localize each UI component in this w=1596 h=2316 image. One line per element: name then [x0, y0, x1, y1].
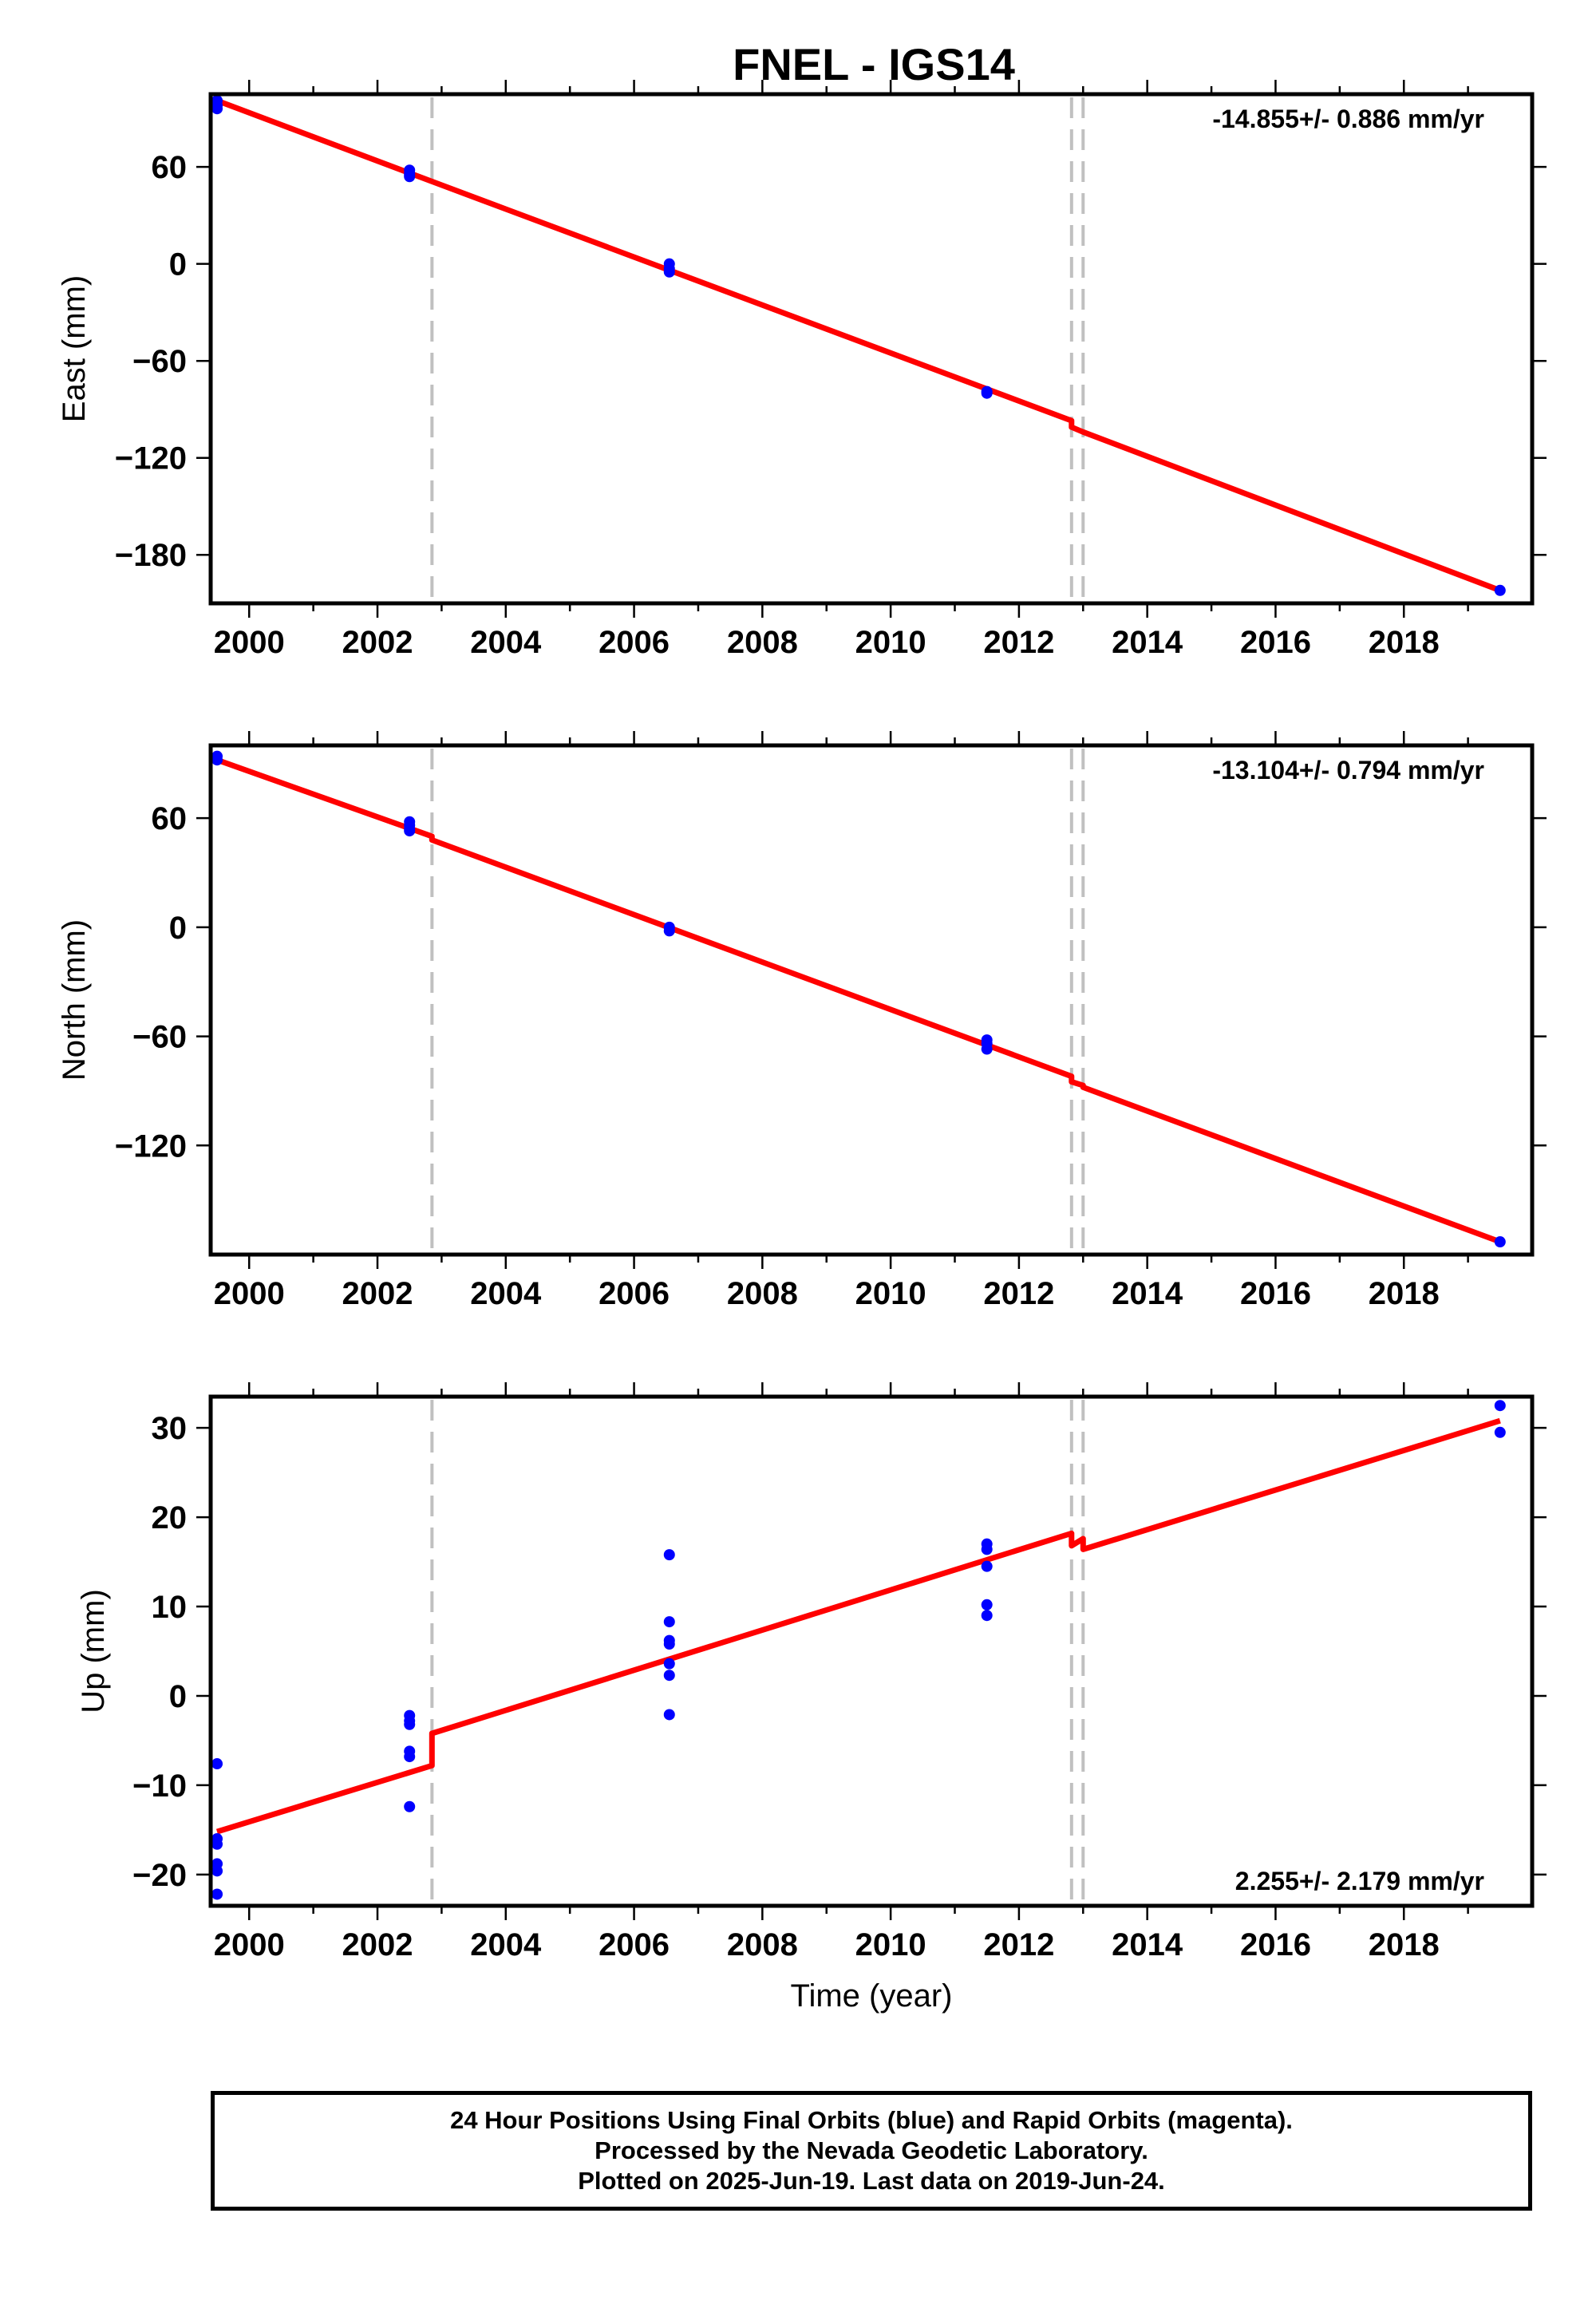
- up-data-point: [663, 1638, 675, 1650]
- x-tick-label: 2018: [1369, 1927, 1440, 1962]
- x-tick-label: 2006: [598, 1276, 670, 1311]
- north-rate-label: -13.104+/- 0.794 mm/yr: [1212, 756, 1484, 785]
- up-data-point: [663, 1616, 675, 1628]
- east-data-point: [404, 171, 416, 183]
- east-panel: 2000 2002 2004 2006 2008 2010 2012 2014 2016 2018…: [57, 80, 1547, 660]
- x-tick-label: 2004: [470, 625, 542, 660]
- x-tick-label: 2000: [214, 1276, 285, 1311]
- up-data-point: [404, 1800, 416, 1812]
- x-axis-title: Time (year): [791, 1978, 953, 2014]
- up-data-point: [663, 1549, 675, 1561]
- up-data-point: [663, 1670, 675, 1682]
- x-tick-label: 2002: [342, 1276, 413, 1311]
- y-tick-label: 30: [152, 1411, 188, 1446]
- x-tick-label: 2002: [342, 1927, 413, 1962]
- east-plot-frame: [208, 92, 1535, 606]
- up-data-point: [981, 1610, 993, 1622]
- panels-group: 2000 2002 2004 2006 2008 2010 2012 2014 2016 2018…: [57, 80, 1547, 2014]
- y-tick-label: −20: [132, 1858, 187, 1893]
- north-data-point: [211, 754, 223, 766]
- y-tick-label: 60: [152, 150, 188, 185]
- x-tick-label: 2014: [1112, 1927, 1183, 1962]
- up-plot-frame: [208, 1394, 1535, 1908]
- up-panel: 2000 2002 2004 2006 2008 2010 2012 2014 2016 2018…: [76, 1382, 1547, 2014]
- north-panel: 2000 2002 2004 2006 2008 2010 2012 2014 2016 2018…: [57, 731, 1547, 1311]
- east-data-point: [211, 103, 223, 115]
- up-rate-label: 2.255+/- 2.179 mm/yr: [1235, 1867, 1484, 1895]
- east-fit-line: [215, 97, 1502, 594]
- x-tick-label: 2000: [214, 625, 285, 660]
- up-data-point: [663, 1658, 675, 1670]
- up-data-point: [663, 1709, 675, 1721]
- up-data-point: [1494, 1400, 1506, 1412]
- x-tick-label: 2006: [598, 625, 670, 660]
- y-tick-label: −180: [115, 538, 187, 573]
- y-tick-label: −10: [132, 1769, 187, 1804]
- east-rate-label: -14.855+/- 0.886 mm/yr: [1212, 105, 1484, 133]
- footer-line-2: Processed by the Nevada Geodetic Laborat…: [595, 2136, 1148, 2164]
- up-data-point: [404, 1751, 416, 1763]
- x-tick-label: 2016: [1240, 1927, 1311, 1962]
- x-tick-label: 2018: [1369, 1276, 1440, 1311]
- x-tick-label: 2012: [983, 625, 1054, 660]
- y-tick-label: −60: [132, 1020, 187, 1055]
- up-data-point: [404, 1718, 416, 1730]
- x-tick-label: 2010: [855, 1927, 926, 1962]
- up-data-point: [1494, 1426, 1506, 1438]
- x-tick-label: 2008: [727, 625, 798, 660]
- east-data-point: [1494, 584, 1506, 596]
- x-tick-label: 2010: [855, 1276, 926, 1311]
- x-tick-label: 2010: [855, 625, 926, 660]
- x-tick-label: 2012: [983, 1276, 1054, 1311]
- up-data-point: [981, 1543, 993, 1555]
- x-tick-label: 2004: [470, 1276, 542, 1311]
- y-tick-label: 60: [152, 801, 188, 836]
- east-data-point: [981, 387, 993, 399]
- x-tick-label: 2000: [214, 1927, 285, 1962]
- y-tick-label: −120: [115, 1128, 187, 1164]
- north-fit-line: [215, 757, 1502, 1245]
- x-tick-label: 2014: [1112, 1276, 1183, 1311]
- x-tick-label: 2012: [983, 1927, 1054, 1962]
- east-axis-title: East (mm): [57, 275, 92, 422]
- up-axis-title: Up (mm): [76, 1589, 111, 1713]
- y-tick-label: 0: [169, 247, 187, 283]
- y-tick-label: −60: [132, 344, 187, 379]
- north-data-point: [981, 1043, 993, 1055]
- x-tick-label: 2016: [1240, 1276, 1311, 1311]
- x-tick-label: 2018: [1369, 625, 1440, 660]
- east-data-point: [663, 266, 675, 278]
- up-data-point: [981, 1599, 993, 1611]
- up-data-point: [211, 1888, 223, 1900]
- x-tick-label: 2002: [342, 625, 413, 660]
- north-axis-title: North (mm): [57, 919, 92, 1081]
- north-data-point: [1494, 1236, 1506, 1248]
- up-data-point: [211, 1758, 223, 1770]
- chart-title: FNEL - IGS14: [733, 39, 1015, 89]
- north-plot-frame: [208, 743, 1535, 1257]
- y-tick-label: 10: [152, 1590, 188, 1625]
- y-tick-label: 0: [169, 1679, 187, 1714]
- up-fit-line: [215, 1417, 1501, 1835]
- up-data-point: [211, 1865, 223, 1877]
- x-tick-label: 2008: [727, 1927, 798, 1962]
- x-tick-label: 2006: [598, 1927, 670, 1962]
- footer-box: 24 Hour Positions Using Final Orbits (bl…: [211, 2091, 1532, 2211]
- north-data-point: [404, 825, 416, 837]
- x-tick-label: 2014: [1112, 625, 1183, 660]
- up-data-point: [981, 1560, 993, 1572]
- footer-line-1: 24 Hour Positions Using Final Orbits (bl…: [450, 2106, 1293, 2134]
- y-tick-label: −120: [115, 441, 187, 476]
- x-tick-label: 2004: [470, 1927, 542, 1962]
- north-data-point: [663, 925, 675, 937]
- y-tick-label: 0: [169, 911, 187, 946]
- up-data-point: [211, 1838, 223, 1850]
- x-tick-label: 2008: [727, 1276, 798, 1311]
- footer-line-3: Plotted on 2025-Jun-19. Last data on 201…: [578, 2167, 1165, 2195]
- y-tick-label: 20: [152, 1500, 188, 1535]
- x-tick-label: 2016: [1240, 625, 1311, 660]
